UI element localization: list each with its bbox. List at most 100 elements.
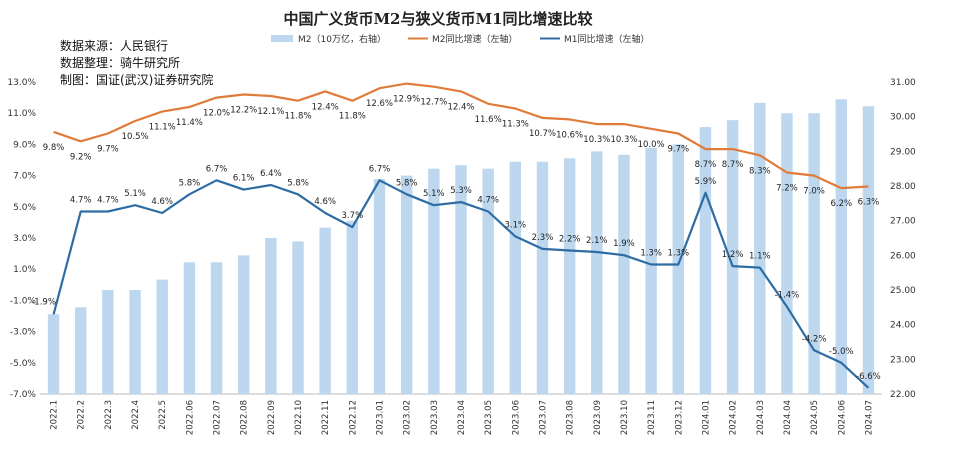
y-left-tick: 1.0% <box>13 265 36 275</box>
x-tick-label: 2023.01 <box>376 400 386 435</box>
data-label-m2-growth: 11.3% <box>502 120 529 130</box>
y-right-tick: 24.00 <box>890 321 916 331</box>
data-label-m1-growth: -1.9% <box>31 297 56 307</box>
y-right-tick: 26.00 <box>890 251 916 261</box>
chart-title: 中国广义货币M2与狭义货币M1同比增速比较 <box>283 10 592 28</box>
bar-m2 <box>509 161 522 394</box>
x-tick-label: 2022.2 <box>77 400 87 430</box>
bar-m2 <box>808 113 820 394</box>
bar-m2 <box>862 106 875 395</box>
data-label-m1-growth: -6.6% <box>856 372 881 382</box>
data-label-m1-growth: 3.1% <box>505 220 527 230</box>
bar-m2 <box>591 151 603 394</box>
data-label-m2-growth: 12.4% <box>312 102 339 112</box>
data-label-m1-growth: 1.1% <box>749 252 771 262</box>
bar-m2 <box>754 102 766 395</box>
y-right-tick: 31.00 <box>890 78 916 88</box>
data-label-m1-growth: 2.3% <box>532 233 554 243</box>
bar-m2 <box>183 262 196 394</box>
bar-m2 <box>156 279 168 394</box>
y-left-tick: -1.0% <box>10 296 37 306</box>
data-label-m2-growth: 12.6% <box>366 99 393 109</box>
x-tick-label: 2023.03 <box>430 400 440 435</box>
data-label-m2-growth: 6.2% <box>830 199 852 209</box>
y-right-tick: 25.00 <box>890 286 916 296</box>
data-label-m2-growth: 10.7% <box>529 129 556 139</box>
x-tick-label: 2024.07 <box>864 400 874 435</box>
data-label-m2-growth: 6.3% <box>858 198 880 208</box>
x-tick-label: 2022.07 <box>213 400 223 435</box>
source-line: 数据整理：骑牛研究所 <box>60 55 180 70</box>
y-left-tick: 11.0% <box>7 109 36 119</box>
legend-label-m1-growth: M1同比增速（左轴） <box>564 33 650 45</box>
data-label-m2-growth: 10.3% <box>583 135 610 145</box>
x-tick-label: 2022.5 <box>158 400 168 430</box>
bar-m2 <box>563 158 576 394</box>
x-tick-label: 2023.06 <box>511 400 521 435</box>
x-tick-label: 2022.11 <box>321 400 331 435</box>
data-label-m2-growth: 11.6% <box>475 115 502 125</box>
x-tick-label: 2024.01 <box>701 400 711 435</box>
x-tick-label: 2022.08 <box>240 400 250 435</box>
bar-m2 <box>102 290 114 394</box>
bar-m2 <box>373 179 386 394</box>
y-right-tick: 30.00 <box>890 113 916 123</box>
data-label-m2-growth: 12.9% <box>393 95 420 105</box>
y-left-tick: -5.0% <box>10 359 37 369</box>
data-label-m2-growth: 9.2% <box>70 152 92 162</box>
x-tick-label: 2022.4 <box>131 400 141 430</box>
bar-m2 <box>238 255 250 394</box>
y-left-tick: -7.0% <box>10 390 37 400</box>
bar-m2 <box>455 165 467 394</box>
data-label-m1-growth: 5.1% <box>124 189 146 199</box>
y-right-tick: 22.00 <box>890 390 916 400</box>
bar-m2 <box>129 290 141 394</box>
data-label-m2-growth: 11.1% <box>149 123 176 133</box>
growth-lines <box>52 82 870 389</box>
data-label-m2-growth: 9.7% <box>667 144 689 154</box>
data-label-m1-growth: 6.7% <box>369 164 391 174</box>
data-label-m1-growth: 4.7% <box>70 195 92 205</box>
y-left-tick: 9.0% <box>13 140 36 150</box>
data-label-m1-growth: -1.4% <box>775 291 800 301</box>
data-label-m2-growth: 12.0% <box>203 109 230 119</box>
data-label-m1-growth: 6.7% <box>206 164 228 174</box>
data-label-m2-growth: 11.4% <box>176 118 203 128</box>
bar-m2 <box>781 113 793 394</box>
bar-m2 <box>75 307 87 394</box>
data-label-m1-growth: 4.6% <box>314 197 336 207</box>
x-tick-label: 2023.12 <box>674 400 684 435</box>
bar-m2 <box>265 238 277 394</box>
data-label-m2-growth: 10.6% <box>556 130 583 140</box>
data-label-m1-growth: 1.3% <box>667 249 689 259</box>
y-left-tick: 7.0% <box>13 172 36 182</box>
x-tick-label: 2022.06 <box>185 400 195 435</box>
bar-m2 <box>699 127 712 395</box>
x-tick-label: 2022.10 <box>294 400 304 435</box>
bar-m2 <box>400 175 413 394</box>
data-label-m2-growth: 10.3% <box>610 135 637 145</box>
legend-swatch-m2 <box>271 35 293 42</box>
data-label-m1-growth: 5.8% <box>287 178 309 188</box>
x-tick-label: 2022.09 <box>267 400 277 435</box>
data-label-m2-growth: 8.7% <box>722 160 744 170</box>
data-label-m2-growth: 7.2% <box>776 183 798 193</box>
bar-m2 <box>536 161 549 394</box>
bar-m2 <box>428 168 440 394</box>
bar-m2 <box>645 147 657 394</box>
bar-m2 <box>672 144 684 394</box>
x-tick-label: 2022.1 <box>50 400 60 430</box>
axes: -7.0% -5.0% -3.0% -1.0% 1.0% 3.0% 5.0% 7.0% 9.0%… <box>7 78 916 435</box>
bar-m2 <box>346 220 359 394</box>
data-label-m1-growth: 3.7% <box>342 211 364 221</box>
y-right-tick: 27.00 <box>890 217 916 227</box>
data-label-m1-growth: 5.9% <box>695 177 717 187</box>
x-tick-label: 2023.08 <box>566 400 576 435</box>
data-label-m2-growth: 9.8% <box>43 143 65 153</box>
x-tick-label: 2024.03 <box>756 400 766 435</box>
data-label-m1-growth: 4.6% <box>151 197 173 207</box>
data-labels: 9.8%9.2%9.7%10.5%11.1% 11.4%12.0% 12.2% 12.… <box>31 95 881 382</box>
m2-bars <box>47 99 875 395</box>
